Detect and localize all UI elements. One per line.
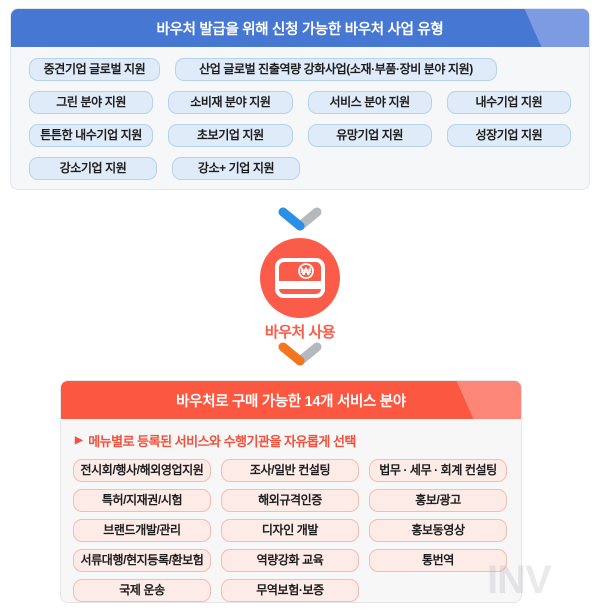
- service-category-button[interactable]: 홍보동영상: [369, 519, 507, 542]
- button-row: 서류대행/현지등록/환보험 역량강화 교육 통번역: [73, 549, 509, 572]
- service-category-button[interactable]: 조사/일반 컨설팅: [221, 459, 359, 482]
- header-corner-accent: [524, 9, 589, 47]
- button-row: 강소기업 지원 강소+ 기업 지원: [29, 157, 571, 180]
- button-row: 국제 운송 무역보험·보증: [73, 579, 509, 602]
- business-type-button[interactable]: 유망기업 지원: [307, 124, 432, 147]
- services-header: 바우처로 구매 가능한 14개 서비스 분야: [61, 381, 521, 419]
- business-type-button[interactable]: 초보기업 지원: [168, 124, 293, 147]
- service-category-button[interactable]: 홍보/광고: [369, 489, 507, 512]
- service-category-button[interactable]: 국제 운송: [73, 579, 211, 602]
- service-category-button[interactable]: 전시회/행사/해외영업지원: [73, 459, 211, 482]
- business-type-button[interactable]: 내수기업 지원: [446, 91, 571, 114]
- button-row: 브랜드개발/관리 디자인 개발 홍보동영상: [73, 519, 509, 542]
- service-category-button[interactable]: 서류대행/현지등록/환보험: [73, 549, 211, 572]
- voucher-use-text: 바우처 사용: [264, 324, 336, 341]
- voucher-icon-wrap: ₩: [0, 238, 600, 318]
- business-type-button[interactable]: 그린 분야 지원: [29, 91, 154, 114]
- voucher-card-icon: ₩: [260, 238, 340, 318]
- flow-chevron-top: [0, 206, 600, 232]
- button-row: 튼튼한 내수기업 지원 초보기업 지원 유망기업 지원 성장기업 지원: [29, 124, 571, 147]
- button-row: 전시회/행사/해외영업지원 조사/일반 컨설팅 법무 · 세무 · 회계 컨설팅: [73, 459, 509, 482]
- watermark-text: INV: [487, 558, 552, 602]
- button-row: 특허/지재권/시험 해외규격인증 홍보/광고: [73, 489, 509, 512]
- service-category-button[interactable]: 통번역: [369, 549, 507, 572]
- business-type-button[interactable]: 산업 글로벌 진출역량 강화사업(소재·부품·장비 분야 지원): [175, 58, 497, 81]
- service-category-button[interactable]: 법무 · 세무 · 회계 컨설팅: [369, 459, 507, 482]
- services-title: 바우처로 구매 가능한 14개 서비스 분야: [176, 393, 406, 410]
- service-category-button[interactable]: 해외규격인증: [221, 489, 359, 512]
- business-type-button[interactable]: 튼튼한 내수기업 지원: [29, 124, 154, 147]
- button-row: 중견기업 글로벌 지원 산업 글로벌 진출역량 강화사업(소재·부품·장비 분야 …: [29, 58, 571, 81]
- triangle-marker-icon: ▶: [75, 435, 83, 446]
- voucher-use-label: 바우처 사용: [0, 321, 600, 342]
- voucher-types-panel: 바우처 발급을 위해 신청 가능한 바우처 사업 유형 중견기업 글로벌 지원 산…: [10, 8, 590, 190]
- services-note: ▶ 메뉴별로 등록된 서비스와 수행기관을 자유롭게 선택: [75, 431, 507, 450]
- services-note-text: 메뉴별로 등록된 서비스와 수행기관을 자유롭게 선택: [88, 434, 356, 449]
- service-category-button[interactable]: 역량강화 교육: [221, 549, 359, 572]
- button-row: 그린 분야 지원 소비재 분야 지원 서비스 분야 지원 내수기업 지원: [29, 91, 571, 114]
- won-symbol: ₩: [301, 266, 312, 278]
- services-panel: 바우처로 구매 가능한 14개 서비스 분야 ▶ 메뉴별로 등록된 서비스와 수…: [60, 380, 522, 603]
- business-type-button[interactable]: 강소기업 지원: [29, 157, 157, 180]
- business-type-button[interactable]: 소비재 분야 지원: [168, 91, 293, 114]
- voucher-types-header: 바우처 발급을 위해 신청 가능한 바우처 사업 유형: [11, 9, 589, 47]
- header-corner-accent: [456, 381, 521, 419]
- chevron-down-icon: [278, 207, 322, 231]
- business-type-grid: 중견기업 글로벌 지원 산업 글로벌 진출역량 강화사업(소재·부품·장비 분야 …: [11, 47, 589, 191]
- business-type-button[interactable]: 성장기업 지원: [446, 124, 571, 147]
- business-type-button[interactable]: 중견기업 글로벌 지원: [29, 58, 160, 81]
- service-category-button[interactable]: 특허/지재권/시험: [73, 489, 211, 512]
- won-card-glyph: ₩: [275, 258, 325, 298]
- service-category-button[interactable]: 디자인 개발: [221, 519, 359, 542]
- business-type-button[interactable]: 강소+ 기업 지원: [172, 157, 300, 180]
- flow-chevron-bottom: [0, 341, 600, 367]
- service-category-button[interactable]: 브랜드개발/관리: [73, 519, 211, 542]
- chevron-down-icon: [278, 342, 322, 366]
- business-type-button[interactable]: 서비스 분야 지원: [307, 91, 432, 114]
- service-category-button[interactable]: 무역보험·보증: [221, 579, 359, 602]
- voucher-types-title: 바우처 발급을 위해 신청 가능한 바우처 사업 유형: [156, 21, 444, 38]
